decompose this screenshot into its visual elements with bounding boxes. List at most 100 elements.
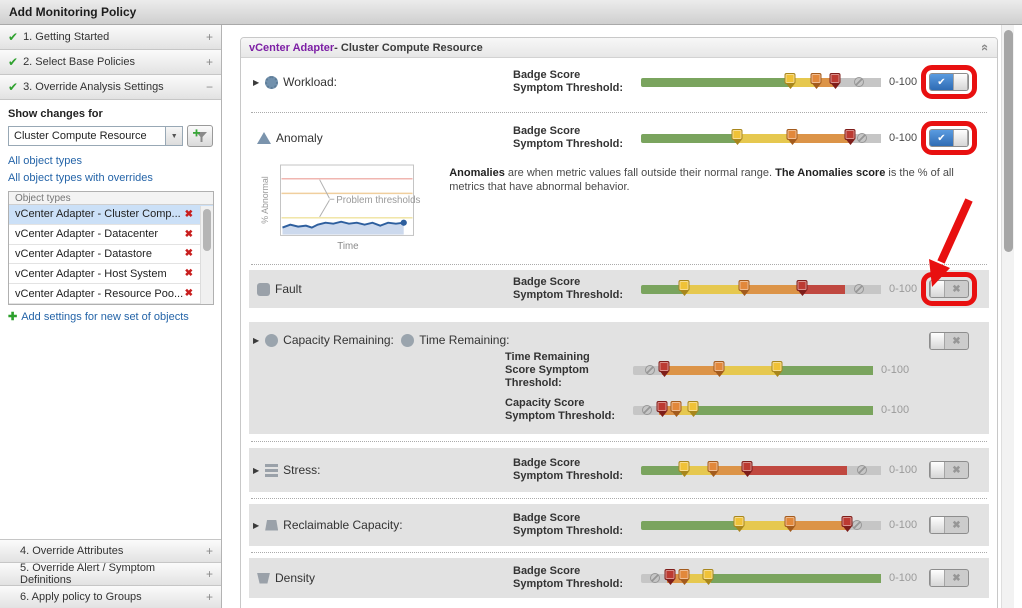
anomaly-info-block: % Abnormal Problem thresholds Time Anoma… (241, 158, 997, 258)
expand-plus-icon[interactable]: + (205, 544, 213, 558)
yellow-threshold-marker[interactable] (687, 400, 699, 417)
anomaly-enable-toggle[interactable]: ✔ ✖ (921, 121, 977, 155)
step-override-attributes[interactable]: 4. Override Attributes + (0, 539, 221, 562)
toggle-knob[interactable] (930, 462, 945, 478)
dropdown-arrow-button[interactable]: ▼ (165, 126, 184, 146)
red-threshold-marker[interactable] (656, 400, 668, 417)
expander-icon[interactable]: ▶ (253, 77, 260, 87)
check-icon: ✔ (8, 30, 19, 44)
expander-icon[interactable]: ▶ (253, 335, 260, 345)
main-scrollbar[interactable] (1001, 25, 1014, 608)
anomaly-threshold-slider[interactable] (641, 128, 881, 145)
yellow-threshold-marker[interactable] (678, 279, 690, 296)
workload-badge-icon (265, 75, 279, 89)
yellow-threshold-marker[interactable] (678, 460, 690, 477)
add-settings-link[interactable]: ✚ Add settings for new set of objects (8, 310, 213, 324)
toggle-knob[interactable] (930, 570, 945, 586)
toggle-x-icon: ✖ (952, 464, 961, 476)
yellow-threshold-marker[interactable] (733, 515, 745, 532)
red-threshold-marker[interactable] (829, 72, 841, 89)
expand-plus-icon[interactable]: + (205, 55, 213, 69)
expander-icon[interactable]: ▶ (253, 465, 260, 475)
orange-threshold-marker[interactable] (670, 400, 682, 417)
step-override-alert-symptom-definitions[interactable]: 5. Override Alert / Symptom Definitions … (0, 562, 221, 586)
orange-threshold-marker[interactable] (707, 460, 719, 477)
table-row[interactable]: vCenter Adapter - Datastore ✖ (9, 244, 213, 265)
yellow-threshold-marker[interactable] (784, 72, 796, 89)
red-threshold-marker[interactable] (741, 460, 753, 477)
stress-threshold-slider[interactable] (641, 460, 881, 477)
orange-threshold-marker[interactable] (713, 360, 725, 377)
adapter-settings-card: vCenter Adapter - Cluster Compute Resour… (240, 37, 998, 608)
orange-threshold-marker[interactable] (810, 72, 822, 89)
fault-enable-toggle[interactable]: ✔ ✖ (921, 272, 977, 306)
table-row[interactable]: vCenter Adapter - Cluster Comp... ✖ (9, 205, 213, 225)
toggle-knob[interactable] (930, 281, 945, 297)
threshold-label: Badge Score Symptom Threshold: (513, 457, 624, 482)
range-label: 0-100 (889, 76, 918, 88)
reclaimable-enable-toggle[interactable]: ✔ ✖ (929, 516, 969, 534)
density-enable-toggle[interactable]: ✔ ✖ (929, 569, 969, 587)
fault-threshold-slider[interactable] (641, 279, 881, 296)
step-select-base-policies[interactable]: ✔ 2. Select Base Policies + (0, 50, 221, 75)
delete-icon[interactable]: ✖ (184, 248, 193, 260)
workload-name-cell: ▶ Workload: (249, 75, 513, 89)
divider (241, 546, 997, 558)
time-remaining-threshold-slider[interactable] (633, 360, 873, 377)
object-type-dropdown[interactable]: Cluster Compute Resource (8, 126, 166, 146)
filter-button[interactable] (187, 125, 214, 147)
capacity-score-threshold-slider[interactable] (633, 400, 873, 417)
step-override-analysis-settings[interactable]: ✔ 3. Override Analysis Settings − (0, 75, 221, 100)
red-threshold-marker[interactable] (664, 568, 676, 585)
table-row[interactable]: vCenter Adapter - Datacenter ✖ (9, 224, 213, 245)
reclaimable-threshold-slider[interactable] (641, 515, 881, 532)
orange-threshold-marker[interactable] (738, 279, 750, 296)
red-threshold-marker[interactable] (844, 128, 856, 145)
step-getting-started[interactable]: ✔ 1. Getting Started + (0, 25, 221, 50)
table-row[interactable]: vCenter Adapter - Host System ✖ (9, 264, 213, 285)
toggle-knob[interactable] (953, 130, 968, 146)
expand-plus-icon[interactable]: + (205, 567, 213, 581)
window-title: Add Monitoring Policy (9, 5, 137, 19)
red-threshold-marker[interactable] (841, 515, 853, 532)
delete-icon[interactable]: ✖ (184, 228, 193, 240)
anomaly-score-text: is the % of all metrics that have abnorm… (449, 167, 954, 193)
expand-plus-icon[interactable]: + (205, 590, 213, 604)
delete-icon[interactable]: ✖ (184, 208, 193, 220)
object-type-label: vCenter Adapter - Datastore (15, 247, 152, 260)
collapse-panel-icon[interactable]: « (977, 43, 993, 52)
disabled-threshold-icon (642, 404, 653, 415)
workload-threshold-slider[interactable] (641, 72, 881, 89)
expand-plus-icon[interactable]: + (205, 30, 213, 44)
toggle-knob[interactable] (953, 74, 968, 90)
delete-icon[interactable]: ✖ (184, 288, 193, 300)
workload-enable-toggle[interactable]: ✔ ✖ (921, 65, 977, 99)
expander-icon[interactable]: ▶ (253, 520, 260, 530)
capacity-enable-toggle[interactable]: ✔ ✖ (929, 332, 969, 350)
table-scrollbar[interactable] (200, 206, 213, 304)
stress-badge-icon (265, 463, 279, 477)
adapter-name: vCenter Adapter (249, 41, 335, 54)
yellow-threshold-marker[interactable] (731, 128, 743, 145)
toggle-knob[interactable] (930, 517, 945, 533)
all-object-types-with-overrides-link[interactable]: All object types with overrides (8, 172, 153, 184)
yellow-threshold-marker[interactable] (771, 360, 783, 377)
range-label: 0-100 (889, 283, 918, 295)
red-threshold-marker[interactable] (796, 279, 808, 296)
delete-icon[interactable]: ✖ (184, 268, 193, 280)
all-object-types-link[interactable]: All object types (8, 155, 82, 167)
main-scrollbar-thumb[interactable] (1004, 30, 1013, 252)
yellow-threshold-marker[interactable] (702, 568, 714, 585)
stress-enable-toggle[interactable]: ✔ ✖ (929, 461, 969, 479)
red-threshold-marker[interactable] (658, 360, 670, 377)
density-threshold-slider[interactable] (641, 568, 881, 585)
table-row[interactable]: vCenter Adapter - Resource Poo... ✖ (9, 284, 213, 304)
toggle-knob[interactable] (930, 333, 945, 349)
orange-threshold-marker[interactable] (786, 128, 798, 145)
orange-threshold-marker[interactable] (678, 568, 690, 585)
toggle-check-icon: ✔ (930, 74, 953, 90)
collapse-minus-icon[interactable]: − (205, 80, 213, 94)
table-scrollbar-thumb[interactable] (203, 209, 211, 251)
step-apply-policy-to-groups[interactable]: 6. Apply policy to Groups + (0, 585, 221, 608)
orange-threshold-marker[interactable] (784, 515, 796, 532)
